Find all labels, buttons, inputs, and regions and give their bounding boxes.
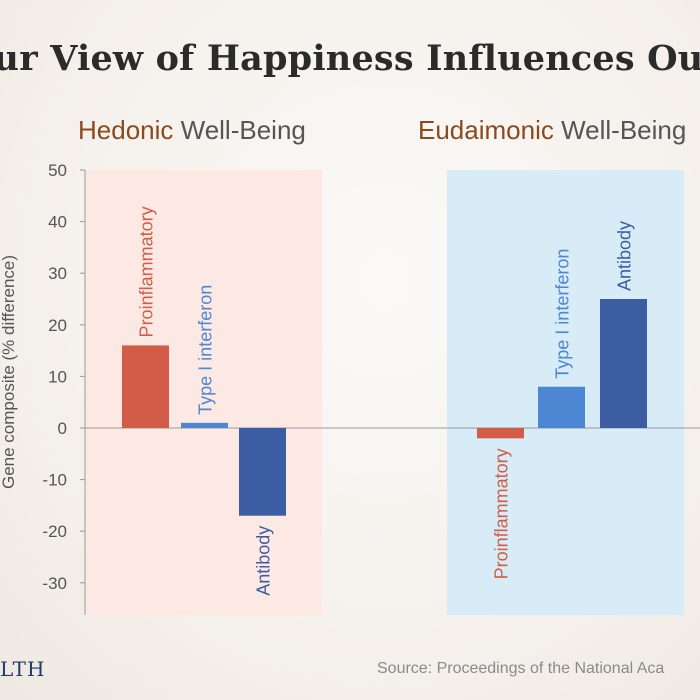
y-tick-label: 10 [48,367,67,386]
chart-title: our View of Happiness Influences Our [0,38,700,79]
y-tick-label: 20 [48,316,67,335]
group-label-eudaimonic-rest: Well-Being [553,115,687,145]
y-axis-title: Gene composite (% difference) [0,255,18,489]
bar-label: Proinflammatory [137,206,157,337]
group-label-hedonic-rest: Well-Being [173,115,306,145]
bar [181,422,228,428]
y-tick-label: -10 [42,471,67,490]
group-label-hedonic: Hedonic Well-Being [78,115,306,146]
bar-label: Antibody [254,526,274,596]
bar [538,386,585,428]
bar-label: Antibody [615,221,635,291]
group-label-hedonic-accent: Hedonic [78,115,174,145]
y-tick-label: 30 [48,264,67,283]
publisher-logo: LTH [0,657,46,681]
bar-label: Type I interferon [196,285,216,415]
source-note: Source: Proceedings of the National Aca [377,660,665,677]
bar [600,299,647,428]
y-tick-label: 50 [48,161,67,180]
bar [239,428,286,516]
y-tick-label: 40 [48,213,67,232]
group-label-eudaimonic-accent: Eudaimonic [418,115,554,145]
y-tick-label: -20 [42,522,67,541]
y-tick-label: 0 [58,419,67,438]
bar-label: Type I interferon [553,249,573,379]
group-label-eudaimonic: Eudaimonic Well-Being [418,115,686,146]
bar [122,345,169,428]
y-tick-label: -30 [42,574,67,593]
bar [477,428,524,439]
bar-label: Proinflammatory [492,448,512,579]
